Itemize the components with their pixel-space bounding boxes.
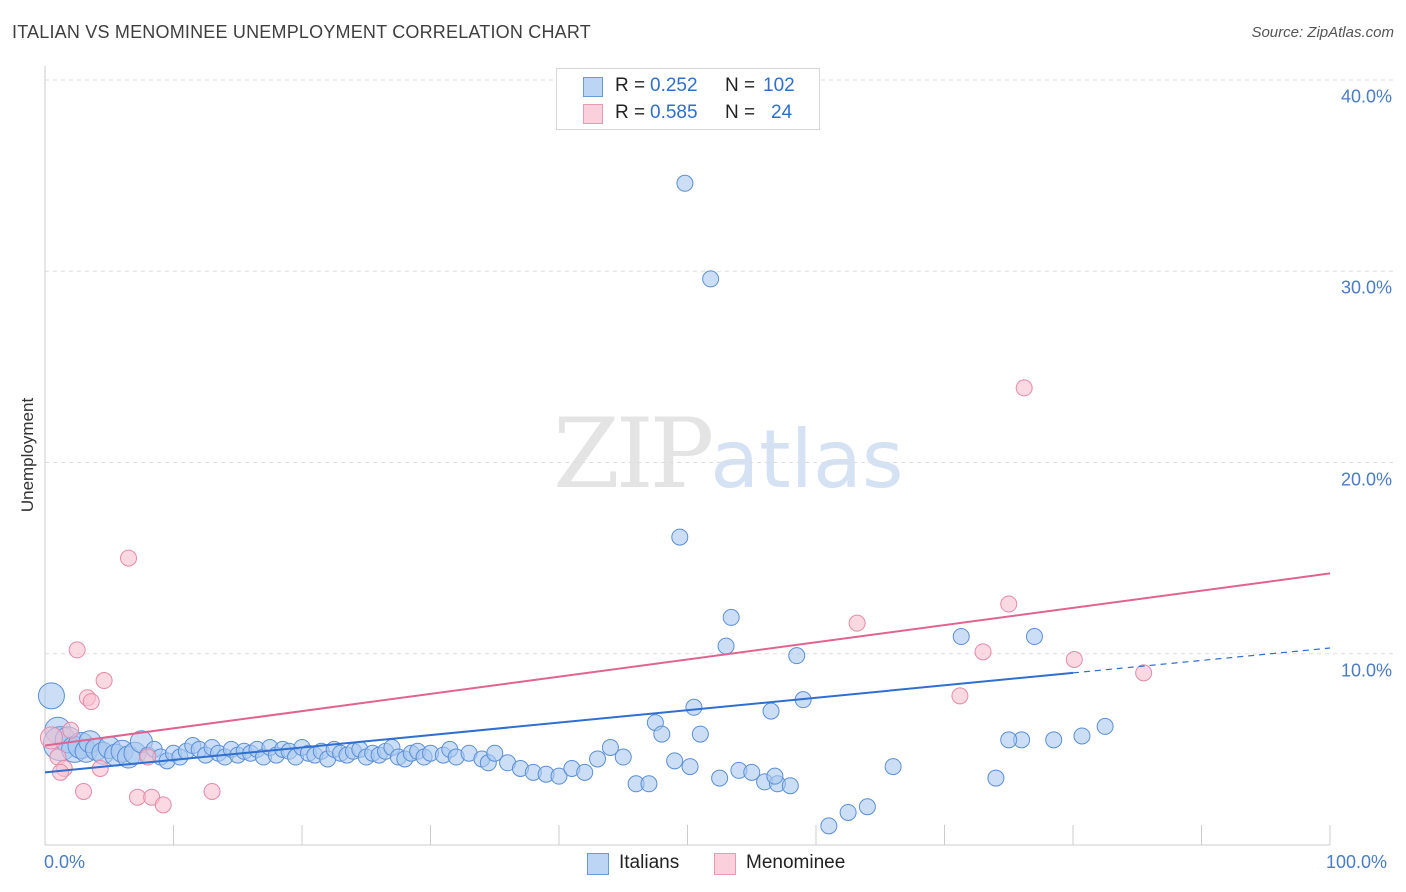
menominee-swatch: [583, 104, 603, 124]
italians-swatch: [583, 77, 603, 97]
italians-point-109: [681, 758, 699, 776]
italians-point-74: [576, 763, 594, 781]
italians-point-102: [676, 174, 694, 192]
italians-point-103: [702, 270, 720, 288]
italians-point-83: [685, 698, 703, 716]
menominee-point-11: [129, 788, 147, 806]
italians-point-89: [762, 702, 780, 720]
italians-point-85: [717, 637, 735, 655]
chart-title: ITALIAN VS MENOMINEE UNEMPLOYMENT CORREL…: [12, 22, 591, 42]
italians-point-95: [839, 803, 857, 821]
menominee-point-9: [95, 672, 113, 690]
y-tick-label-1: 20.0%: [1340, 469, 1392, 489]
zipatlas-watermark: ZIPatlas: [553, 398, 904, 510]
italians-point-100: [1045, 731, 1063, 749]
italians-point-110: [711, 769, 729, 787]
menominee-point-10: [120, 549, 138, 567]
menominee-point-3: [62, 721, 80, 739]
menominee-n-label: N =: [725, 102, 756, 123]
italians-point-76: [601, 738, 619, 756]
italians-point-104: [671, 528, 689, 546]
italians-n-label: N =: [725, 75, 756, 96]
italians-trend-line: [44, 671, 1074, 774]
legend-swatch-italians: [587, 853, 609, 875]
menominee-point-4: [68, 641, 86, 659]
menominee-trend-line: [44, 572, 1331, 747]
italians-point-94: [820, 817, 838, 835]
italians-point-82: [666, 752, 684, 770]
italians-point-72: [550, 767, 568, 785]
y-tick-label-2: 30.0%: [1340, 277, 1392, 298]
italians-point-112: [1096, 717, 1114, 735]
italians-point-96: [858, 798, 876, 816]
source-label: Source: ZipAtlas.com: [1251, 24, 1394, 41]
menominee-point-18: [951, 687, 969, 705]
legend-label-menominee: Menominee: [746, 852, 846, 873]
menominee-point-7: [82, 693, 100, 711]
menominee-r-value: 0.585: [650, 102, 698, 123]
menominee-point-23: [1135, 664, 1153, 682]
menominee-point-20: [1000, 595, 1018, 613]
y-axis-label: Unemployment: [18, 397, 37, 513]
menominee-point-21: [1015, 379, 1033, 397]
italians-point-97: [884, 758, 902, 776]
italians-point-108: [766, 767, 784, 785]
italians-point-87: [743, 763, 761, 781]
italians-point-81: [653, 725, 671, 743]
menominee-point-22: [1065, 650, 1083, 668]
watermark-zip: ZIP: [553, 398, 714, 510]
y-tick-label-0: 10.0%: [1340, 660, 1392, 681]
italians-point-79: [640, 775, 658, 793]
menominee-point-13: [154, 796, 172, 814]
italians-r-label: R =: [615, 75, 646, 96]
italians-point-106: [952, 628, 970, 646]
y-tick-label-3: 40.0%: [1340, 86, 1392, 107]
x-tick-min: 0.0%: [44, 852, 86, 872]
legend-swatch-menominee: [714, 853, 736, 875]
italians-point-91: [781, 777, 799, 795]
menominee-point-17: [848, 614, 866, 632]
x-tick-max: 100.0%: [1326, 852, 1388, 872]
italians-n-value: 102: [763, 75, 795, 96]
italians-point-67: [486, 744, 504, 762]
italians-point-111: [1073, 727, 1091, 745]
italians-r-value: 0.252: [650, 75, 698, 96]
italians-point-105: [722, 608, 740, 626]
italians-point-98: [987, 769, 1005, 787]
watermark-atlas: atlas: [710, 413, 904, 506]
legend-label-italians: Italians: [619, 852, 680, 873]
menominee-n-value: 24: [771, 102, 793, 123]
italians-point-99: [1025, 628, 1043, 646]
italians-point-84: [691, 725, 709, 743]
menominee-point-5: [75, 782, 93, 800]
menominee-r-label: R =: [615, 102, 646, 123]
menominee-point-19: [974, 643, 992, 661]
menominee-point-14: [203, 782, 221, 800]
italians-point-77: [614, 748, 632, 766]
italians-trend-extension: [1072, 647, 1331, 674]
italians-point-107: [1000, 731, 1018, 749]
italians-point-0: [37, 682, 65, 710]
italians-point-92: [788, 647, 806, 665]
italians-point-75: [589, 750, 607, 768]
correlation-stats-box: R = 0.252 N = 102 R = 0.585 N = 24: [556, 68, 820, 130]
